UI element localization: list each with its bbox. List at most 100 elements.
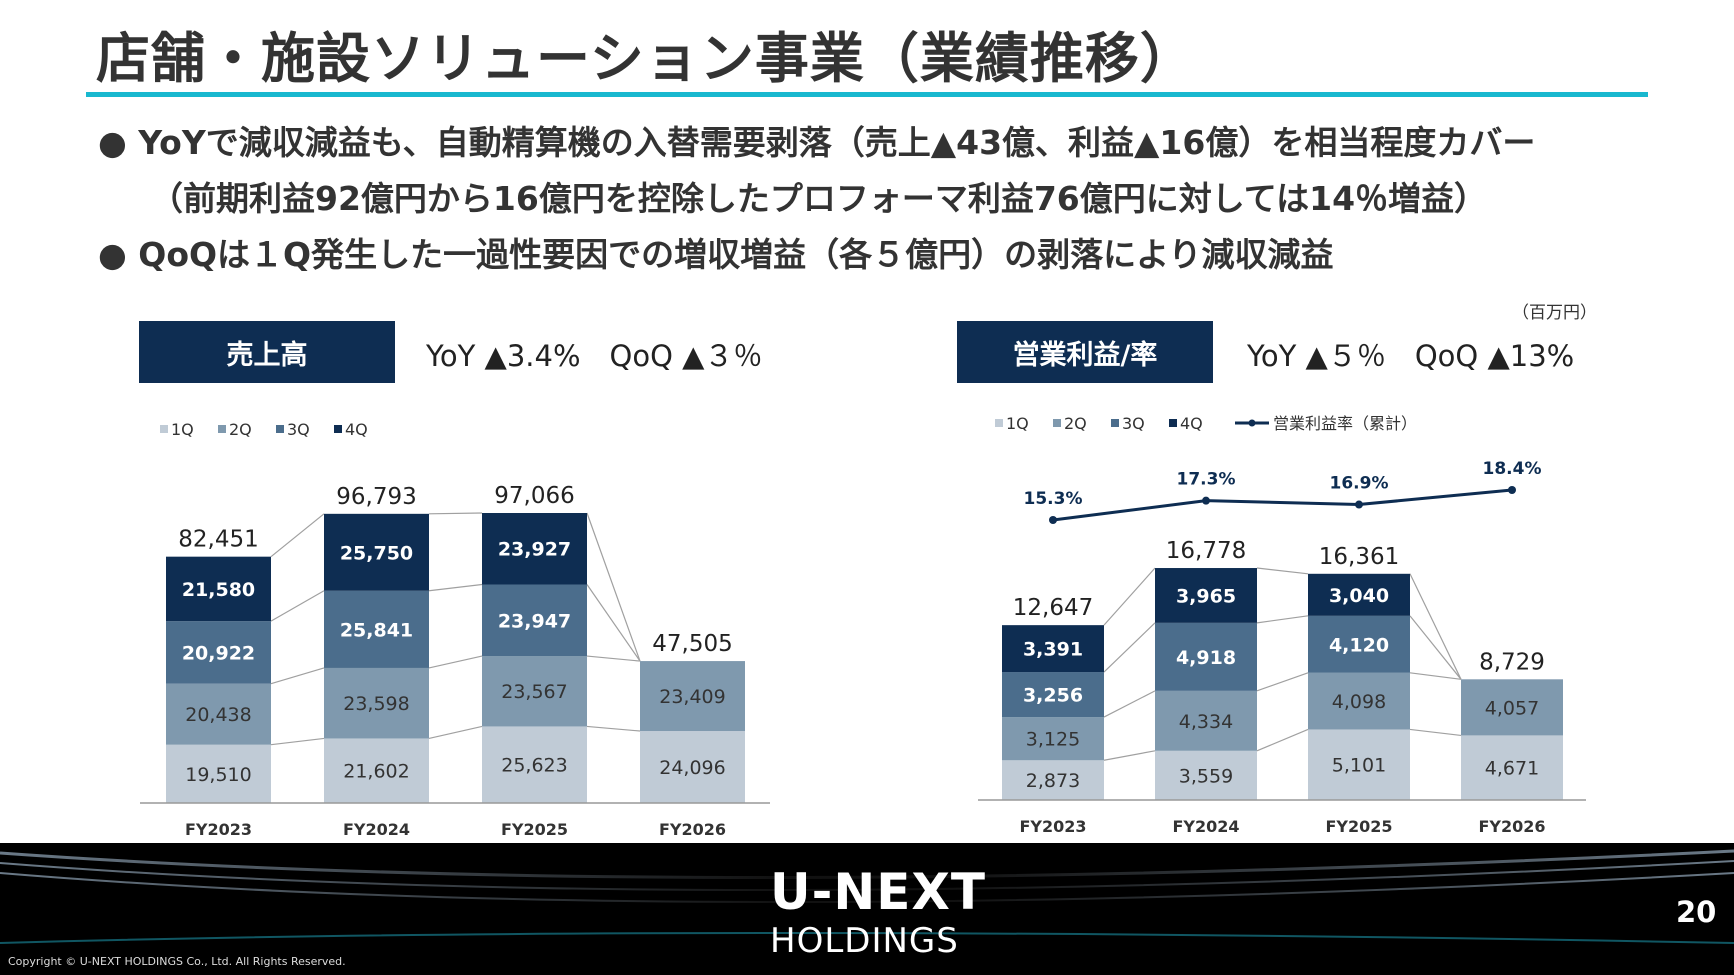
- segment-value-label: 3,965: [1176, 585, 1236, 607]
- bar-segment: [640, 661, 745, 732]
- segment-connector-line: [1256, 672, 1309, 692]
- legend-swatch: [276, 425, 284, 433]
- segment-value-label: 4,120: [1329, 634, 1389, 656]
- segment-value-label: 3,040: [1329, 585, 1389, 607]
- legend-label: 4Q: [345, 420, 368, 439]
- bar-segment: [324, 738, 429, 803]
- bar-segment: [1002, 625, 1104, 673]
- segment-connector-line: [1103, 690, 1156, 718]
- segment-connector-line: [1409, 728, 1462, 737]
- segment-value-label: 4,671: [1485, 758, 1539, 780]
- bar-segment: [1155, 622, 1257, 691]
- bar-segment: [1155, 750, 1257, 800]
- segment-connector-line: [270, 737, 325, 746]
- legend-swatch: [160, 425, 168, 433]
- margin-line-label: 17.3%: [1177, 470, 1236, 490]
- segment-connector-line: [1256, 615, 1309, 624]
- segment-value-label: 3,391: [1023, 639, 1083, 661]
- category-tick-label: FY2023: [185, 820, 252, 839]
- bar-segment: [1155, 568, 1257, 623]
- legend-line-label: 営業利益率（累計）: [1273, 414, 1417, 433]
- margin-line-label: 15.3%: [1024, 489, 1083, 509]
- margin-line-point: [1202, 496, 1210, 505]
- copyright: Copyright © U-NEXT HOLDINGS Co., Ltd. Al…: [8, 955, 346, 968]
- bullet-qoq: ● QoQは１Q発生した一過性要因での増収増益（各５億円）の剥落により減収減益: [98, 235, 1334, 274]
- segment-value-label: 4,918: [1176, 647, 1236, 669]
- bar-segment: [324, 590, 429, 668]
- bar-segment: [1308, 729, 1410, 800]
- segment-value-label: 2,873: [1026, 770, 1080, 792]
- segment-connector-line: [428, 725, 483, 740]
- category-tick-label: FY2026: [659, 820, 726, 839]
- segment-value-label: 3,256: [1023, 685, 1083, 707]
- segment-connector-line: [428, 655, 483, 669]
- legend-swatch: [1169, 419, 1177, 427]
- segment-value-label: 21,602: [343, 761, 409, 783]
- legend-label: 3Q: [1122, 414, 1145, 433]
- bar-total-label: 97,066: [494, 483, 574, 509]
- segment-value-label: 5,101: [1332, 755, 1386, 777]
- segment-connector-line: [586, 512, 641, 662]
- category-tick-label: FY2025: [501, 820, 568, 839]
- segment-value-label: 21,580: [182, 579, 255, 601]
- bullet-proforma: （前期利益92億円から16億円を控除したプロフォーマ利益76億円に対しては14％…: [150, 179, 1488, 218]
- margin-line-label: 16.9%: [1330, 474, 1389, 494]
- segment-connector-line: [586, 725, 641, 732]
- legend-label: 3Q: [287, 420, 310, 439]
- legend-line-marker: [1248, 419, 1256, 427]
- footer-band: U-NEXT HOLDINGS 20 Copyright © U-NEXT HO…: [0, 843, 1734, 975]
- segment-value-label: 19,510: [185, 764, 251, 786]
- sales-chip: 売上高: [139, 321, 395, 383]
- segment-connector-line: [1103, 567, 1156, 626]
- bar-segment: [166, 744, 271, 803]
- bar-segment: [1308, 672, 1410, 730]
- segment-connector-line: [1409, 672, 1462, 680]
- margin-line-point: [1508, 486, 1516, 494]
- bar-segment: [166, 683, 271, 745]
- segment-value-label: 25,750: [340, 542, 413, 564]
- segment-value-label: 4,057: [1485, 697, 1539, 719]
- bar-segment: [1461, 735, 1563, 800]
- segment-connector-line: [1409, 615, 1462, 680]
- segment-value-label: 4,098: [1332, 691, 1386, 713]
- legend-swatch: [334, 425, 342, 433]
- segment-connector-line: [428, 583, 483, 592]
- segment-value-label: 23,927: [498, 539, 571, 561]
- bar-total-label: 82,451: [178, 527, 258, 553]
- segment-connector-line: [270, 513, 325, 558]
- segment-connector-line: [586, 584, 641, 662]
- category-tick-label: FY2026: [1478, 817, 1545, 836]
- bar-segment: [166, 556, 271, 622]
- bar-segment: [1002, 760, 1104, 800]
- segment-value-label: 20,922: [182, 642, 255, 664]
- bar-segment: [640, 731, 745, 803]
- segment-value-label: 23,409: [659, 686, 725, 708]
- bar-segment: [482, 513, 587, 585]
- title-underline: [86, 92, 1648, 97]
- bar-segment: [482, 726, 587, 803]
- segment-value-label: 23,567: [501, 681, 567, 703]
- segment-connector-line: [1103, 750, 1156, 761]
- segment-value-label: 3,125: [1026, 729, 1080, 751]
- sales-yoy-qoq: YoY ▲3.4% QoQ ▲３％: [426, 339, 763, 373]
- segment-connector-line: [270, 590, 325, 622]
- margin-line-series: [1052, 488, 1513, 522]
- segment-value-label: 24,096: [659, 757, 725, 779]
- bar-total-label: 47,505: [652, 631, 732, 657]
- category-tick-label: FY2024: [343, 820, 410, 839]
- bar-segment: [482, 584, 587, 657]
- bar-segment: [1461, 679, 1563, 736]
- profit-chip: 営業利益/率: [957, 321, 1213, 383]
- bullet-yoy: ● YoYで減収減益も、自動精算機の入替需要剥落（売上▲43億、利益▲16億）を…: [98, 123, 1536, 162]
- legend-label: 2Q: [229, 420, 252, 439]
- category-tick-label: FY2025: [1325, 817, 1392, 836]
- bar-segment: [1155, 690, 1257, 751]
- legend-label: 1Q: [171, 420, 194, 439]
- segment-value-label: 4,334: [1179, 711, 1233, 733]
- legend-swatch: [995, 419, 1003, 427]
- segment-connector-line: [1256, 728, 1309, 752]
- segment-connector-line: [428, 512, 483, 515]
- margin-line-point: [1355, 500, 1363, 509]
- legend-label: 1Q: [1006, 414, 1029, 433]
